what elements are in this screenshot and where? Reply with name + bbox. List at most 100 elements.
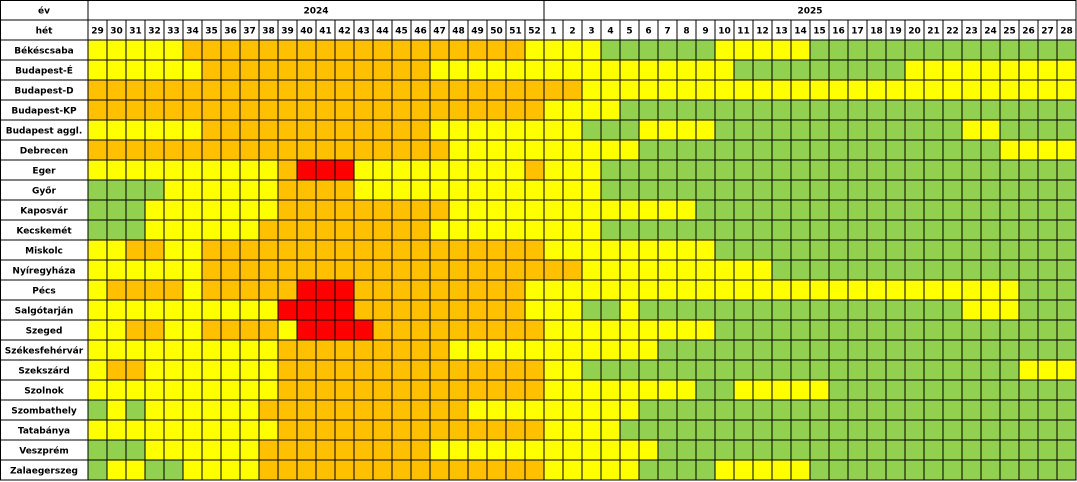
cell [87, 259, 108, 281]
cell [904, 219, 925, 241]
cell [885, 399, 906, 421]
cell [581, 239, 602, 261]
cell [353, 419, 374, 441]
cell [809, 139, 830, 161]
cell [790, 279, 811, 301]
cell [144, 279, 165, 301]
cell [353, 159, 374, 181]
cell [752, 139, 773, 161]
cell [1018, 119, 1039, 141]
cell [372, 59, 393, 81]
cell [163, 439, 184, 461]
cell [505, 39, 526, 61]
cell [410, 39, 431, 61]
cell [106, 59, 127, 81]
cell [999, 139, 1020, 161]
cell [163, 139, 184, 161]
cell [638, 439, 659, 461]
cell [429, 459, 450, 481]
cell [429, 179, 450, 201]
cell [885, 159, 906, 181]
cell [144, 399, 165, 421]
cell [828, 79, 849, 101]
cell [543, 139, 564, 161]
cell [486, 439, 507, 461]
cell [695, 299, 716, 321]
cell [1018, 379, 1039, 401]
cell [125, 419, 146, 441]
cell [923, 339, 944, 361]
cell [277, 299, 298, 321]
cell [201, 199, 222, 221]
cell [676, 279, 697, 301]
cell [923, 199, 944, 221]
week-header: 3 [588, 27, 594, 37]
cell [790, 59, 811, 81]
cell [201, 79, 222, 101]
cell [467, 419, 488, 441]
cell [904, 339, 925, 361]
cell [809, 339, 830, 361]
cell [961, 379, 982, 401]
cell [961, 439, 982, 461]
week-header: 20 [908, 27, 921, 37]
cell [125, 439, 146, 461]
cell [315, 339, 336, 361]
cell [1037, 199, 1058, 221]
cell [182, 199, 203, 221]
cell [296, 419, 317, 441]
cell [543, 59, 564, 81]
cell [372, 99, 393, 121]
cell [847, 79, 868, 101]
cell [942, 379, 963, 401]
cell [562, 179, 583, 201]
cell [809, 39, 830, 61]
cell [429, 139, 450, 161]
cell [87, 239, 108, 261]
cell [1056, 279, 1077, 301]
week-header: 37 [243, 27, 256, 37]
cell [600, 299, 621, 321]
cell [885, 219, 906, 241]
cell [562, 139, 583, 161]
cell [524, 399, 545, 421]
cell [201, 299, 222, 321]
cell [543, 239, 564, 261]
cell [657, 179, 678, 201]
week-header: 13 [775, 27, 788, 37]
cell [486, 79, 507, 101]
cell [410, 219, 431, 241]
cell [182, 239, 203, 261]
cell [486, 39, 507, 61]
week-header: 43 [357, 27, 370, 37]
cell [999, 359, 1020, 381]
cell [828, 439, 849, 461]
cell [904, 239, 925, 261]
cell [353, 359, 374, 381]
cell [904, 279, 925, 301]
cell [714, 419, 735, 441]
cell [1056, 359, 1077, 381]
cell [429, 39, 450, 61]
cell [486, 379, 507, 401]
cell [923, 279, 944, 301]
cell [334, 259, 355, 281]
cell [296, 459, 317, 481]
cell [220, 119, 241, 141]
cell [372, 319, 393, 341]
cell [942, 199, 963, 221]
cell [600, 79, 621, 101]
cell [486, 339, 507, 361]
cell [543, 39, 564, 61]
cell [296, 99, 317, 121]
cell [486, 199, 507, 221]
cell [1056, 319, 1077, 341]
cell [334, 459, 355, 481]
cell [847, 219, 868, 241]
cell [847, 319, 868, 341]
cell [866, 339, 887, 361]
cell [410, 359, 431, 381]
cell [353, 439, 374, 461]
cell [1037, 239, 1058, 261]
cell [638, 359, 659, 381]
